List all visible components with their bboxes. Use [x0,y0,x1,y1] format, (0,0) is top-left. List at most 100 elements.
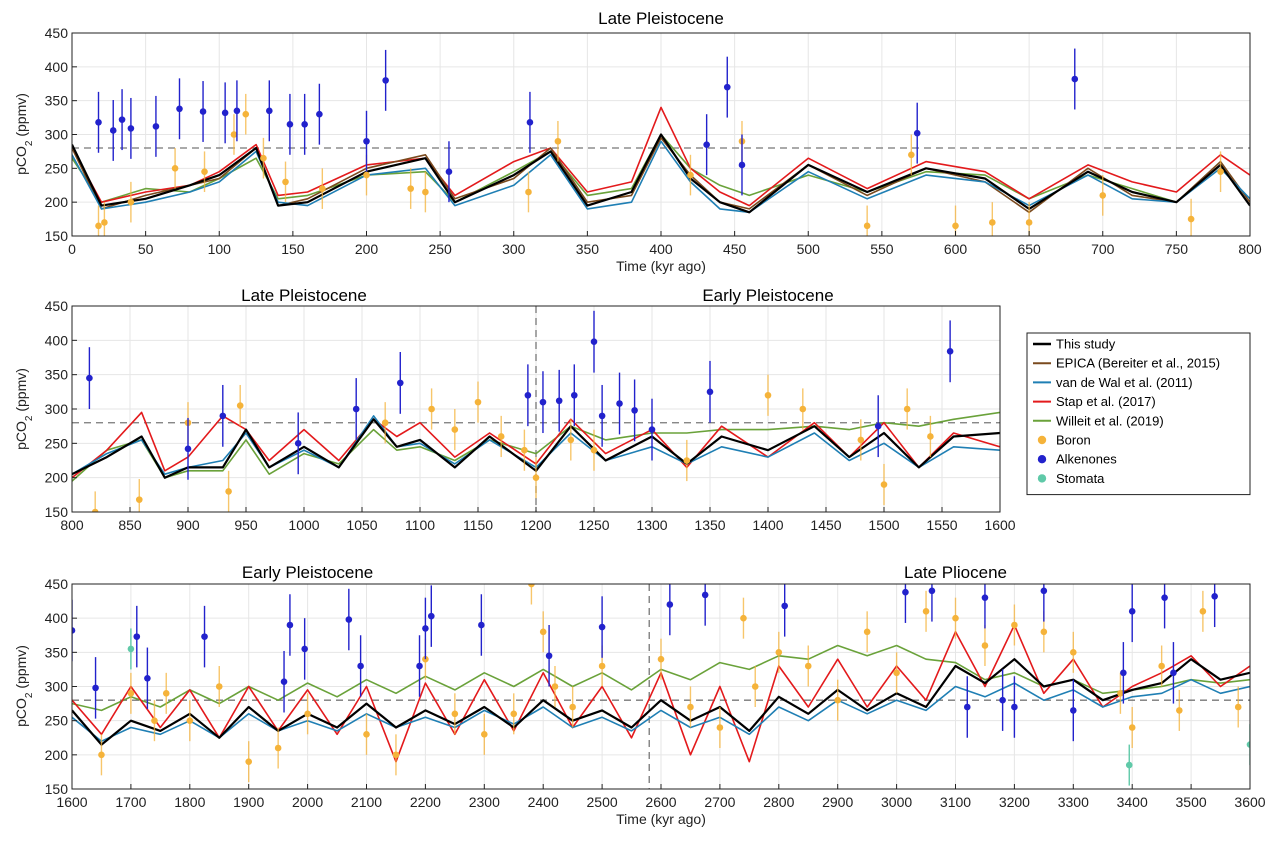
y-tick-label: 250 [45,160,69,176]
x-tick-label: 1450 [810,517,841,533]
point-boron [1158,662,1165,670]
point-alkenones [963,703,971,711]
point-boron [1025,219,1033,226]
x-tick-label: 2600 [645,794,676,810]
point-alkenones [345,616,353,623]
point-boron [1070,649,1077,656]
point-alkenones [219,412,227,420]
legend-label-stap-et-al-2017: Stap et al. (2017) [1056,394,1156,409]
point-boron [260,154,267,162]
x-tick-label: 150 [281,241,305,257]
point-boron [539,628,547,636]
x-tick-label: 1050 [346,517,377,533]
point-alkenones [902,588,909,596]
x-tick-label: 400 [649,241,673,257]
point-boron [857,436,865,444]
point-alkenones [294,440,302,447]
point-boron [98,751,105,759]
point-alkenones [95,119,102,126]
panel-title: Early Pleistocene [702,286,833,305]
legend-label-willeit-et-al-2019: Willeit et al. (2019) [1056,413,1164,428]
point-boron [95,222,102,230]
y-tick-label: 450 [45,576,69,592]
y-tick-label: 300 [45,401,69,417]
y-axis-label: pCO2 (ppmv) [13,645,35,727]
x-tick-label: 350 [576,241,600,257]
point-boron [162,690,170,697]
point-alkenones [703,141,710,148]
point-boron [551,683,559,690]
point-boron [922,608,930,615]
point-alkenones [874,422,882,430]
legend-label-epica-bereiter-et-al-2015: EPICA (Bereiter et al., 2015) [1056,356,1220,371]
point-alkenones [999,696,1006,704]
point-boron [683,457,691,464]
point-alkenones [363,137,370,145]
x-tick-label: 2000 [292,794,323,810]
x-tick-label: 850 [118,517,142,533]
x-tick-label: 1350 [694,517,725,533]
series-group [72,584,1250,786]
point-boron [908,151,915,159]
x-tick-label: 3400 [1117,794,1148,810]
series-line-van-de-wal-et-al-2011 [72,678,1250,742]
point-boron [215,683,223,690]
point-boron [236,402,244,409]
series-line-this-study [72,133,1250,214]
point-alkenones [72,627,76,634]
point-boron [1187,215,1195,223]
series-group [72,48,1250,236]
series-group [72,310,1000,512]
point-alkenones [1070,707,1077,714]
point-boron [451,426,459,433]
y-tick-label: 400 [45,332,69,348]
point-boron [657,655,665,663]
x-tick-label: 1250 [578,517,609,533]
x-tick-label: 2800 [763,794,794,810]
x-tick-label: 1600 [984,517,1015,533]
x-tick-label: 2900 [822,794,853,810]
x-tick-label: 3300 [1058,794,1089,810]
point-boron [319,185,326,192]
point-boron [451,710,459,718]
point-alkenones [86,374,93,382]
point-alkenones [701,591,709,599]
point-boron [245,758,252,765]
point-alkenones [648,426,656,433]
point-alkenones [1211,593,1218,600]
legend: This study EPICA (Bereiter et al., 2015) v… [1026,332,1251,496]
x-tick-label: 2300 [469,794,500,810]
point-boron [687,171,694,179]
point-alkenones [1011,703,1018,711]
series-line-stap-et-al-2017 [72,411,1000,479]
point-boron [740,614,747,622]
point-boron [101,219,108,226]
point-alkenones [352,405,360,413]
y-axis-label: pCO2 (ppmv) [13,368,35,450]
point-alkenones [286,621,294,629]
point-alkenones [109,127,117,134]
point-alkenones [981,594,989,601]
point-boron [1234,703,1242,711]
point-alkenones [524,391,532,399]
point-alkenones [176,105,183,113]
x-tick-label: 1700 [115,794,146,810]
point-boron [151,717,158,724]
legend-label-alkenones: Alkenones [1056,452,1117,467]
x-tick-label: 100 [208,241,232,257]
x-tick-label: 0 [68,241,76,257]
point-boron [225,488,232,495]
point-boron [1128,724,1136,731]
point-alkenones [301,645,308,653]
y-tick-label: 200 [45,194,69,210]
point-alkenones [666,601,674,608]
point-boron [127,690,135,697]
point-alkenones [382,77,389,84]
point-boron [590,446,598,454]
point-alkenones [598,623,606,631]
x-tick-label: 1550 [926,517,957,533]
series-line-this-study [72,418,1000,479]
panel-bottom: 1600 1700 1800 1900 2000 2100 2200 2300 2400 2500… [13,563,1266,827]
point-alkenones [570,391,578,399]
point-alkenones [1170,669,1177,677]
